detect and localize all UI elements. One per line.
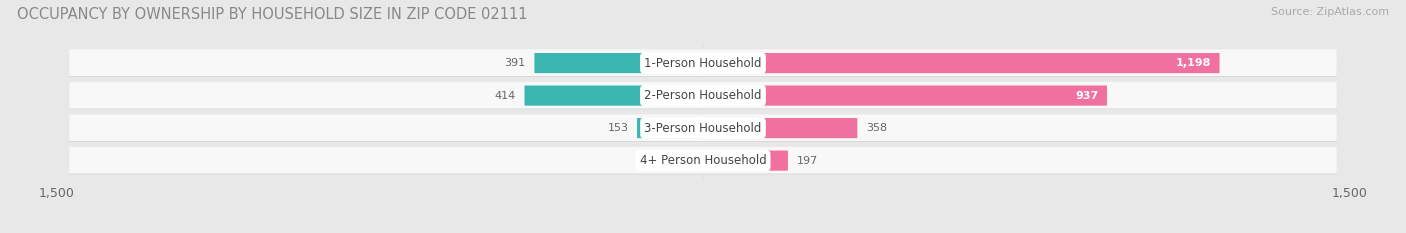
FancyBboxPatch shape xyxy=(69,115,1337,142)
Text: 153: 153 xyxy=(607,123,628,133)
FancyBboxPatch shape xyxy=(69,147,1337,174)
Text: 391: 391 xyxy=(505,58,526,68)
FancyBboxPatch shape xyxy=(703,53,1219,73)
Text: 358: 358 xyxy=(866,123,887,133)
Text: 2-Person Household: 2-Person Household xyxy=(644,89,762,102)
Text: 937: 937 xyxy=(1076,91,1098,101)
Text: 414: 414 xyxy=(495,91,516,101)
FancyBboxPatch shape xyxy=(703,86,1107,106)
Text: 98: 98 xyxy=(638,156,652,166)
FancyBboxPatch shape xyxy=(637,118,703,138)
FancyBboxPatch shape xyxy=(69,50,1337,77)
Text: 3-Person Household: 3-Person Household xyxy=(644,122,762,135)
Text: 1,198: 1,198 xyxy=(1175,58,1211,68)
Text: Source: ZipAtlas.com: Source: ZipAtlas.com xyxy=(1271,7,1389,17)
FancyBboxPatch shape xyxy=(661,151,703,171)
FancyBboxPatch shape xyxy=(69,49,1337,76)
FancyBboxPatch shape xyxy=(69,147,1337,174)
FancyBboxPatch shape xyxy=(524,86,703,106)
Text: 197: 197 xyxy=(797,156,818,166)
FancyBboxPatch shape xyxy=(69,82,1337,109)
FancyBboxPatch shape xyxy=(69,114,1337,141)
Text: 1-Person Household: 1-Person Household xyxy=(644,57,762,70)
Text: 4+ Person Household: 4+ Person Household xyxy=(640,154,766,167)
FancyBboxPatch shape xyxy=(703,118,858,138)
Text: OCCUPANCY BY OWNERSHIP BY HOUSEHOLD SIZE IN ZIP CODE 02111: OCCUPANCY BY OWNERSHIP BY HOUSEHOLD SIZE… xyxy=(17,7,527,22)
FancyBboxPatch shape xyxy=(534,53,703,73)
FancyBboxPatch shape xyxy=(69,82,1337,109)
FancyBboxPatch shape xyxy=(703,151,787,171)
